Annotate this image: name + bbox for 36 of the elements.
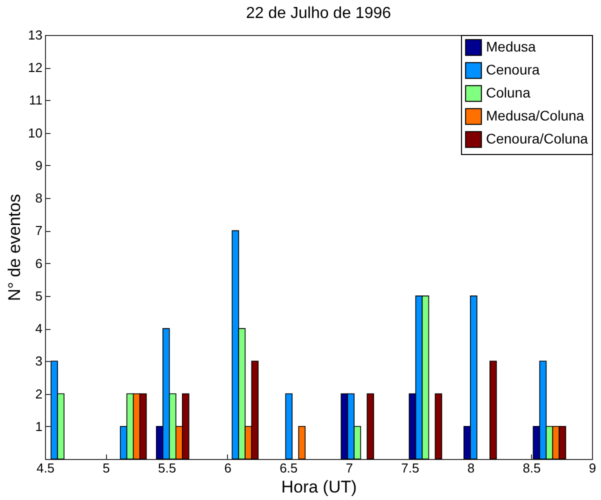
y-tick-label: 2 [35,386,42,402]
y-tick-label: 8 [35,190,42,206]
x-tick-label: 7.5 [401,460,420,476]
y-tick-label: 3 [35,354,42,369]
legend-label: Coluna [486,84,531,100]
x-axis-title: Hora (UT) [281,478,357,496]
x-tick-label: 4.5 [36,460,55,476]
y-axis-title: N° de eventos [5,194,24,301]
bar [366,393,374,460]
legend-label: Medusa/Coluna [486,108,584,124]
x-tick-label: 7 [346,460,354,476]
y-tick-label: 4 [35,321,42,336]
legend-label: Cenoura [486,62,540,78]
y-tick-label: 11 [29,92,42,108]
chart-title: 22 de Julho de 1996 [246,5,392,22]
y-tick-label: 10 [28,125,42,140]
legend-label: Cenoura/Coluna [486,130,588,146]
x-tick-label: 6.5 [280,460,298,476]
x-tick-label: 9 [588,460,596,476]
x-tick-label: 8.5 [522,460,541,476]
x-tick-label: 5.5 [158,460,176,476]
x-tick-label: 6 [224,460,232,476]
legend-label: Medusa [486,38,536,54]
bar [434,393,442,460]
bar [298,426,306,460]
y-tick-label: 6 [35,256,42,271]
bar [285,393,293,460]
y-tick-label: 12 [28,60,42,76]
y-tick-label: 13 [28,28,42,42]
y-tick-label: 7 [35,223,42,238]
y-tick-label: 9 [35,158,42,173]
y-tick-label: 1 [35,418,42,434]
x-tick-label: 8 [467,460,475,476]
x-tick-label: 5 [102,460,110,476]
y-tick-label: 5 [35,288,42,304]
bar [490,360,497,460]
